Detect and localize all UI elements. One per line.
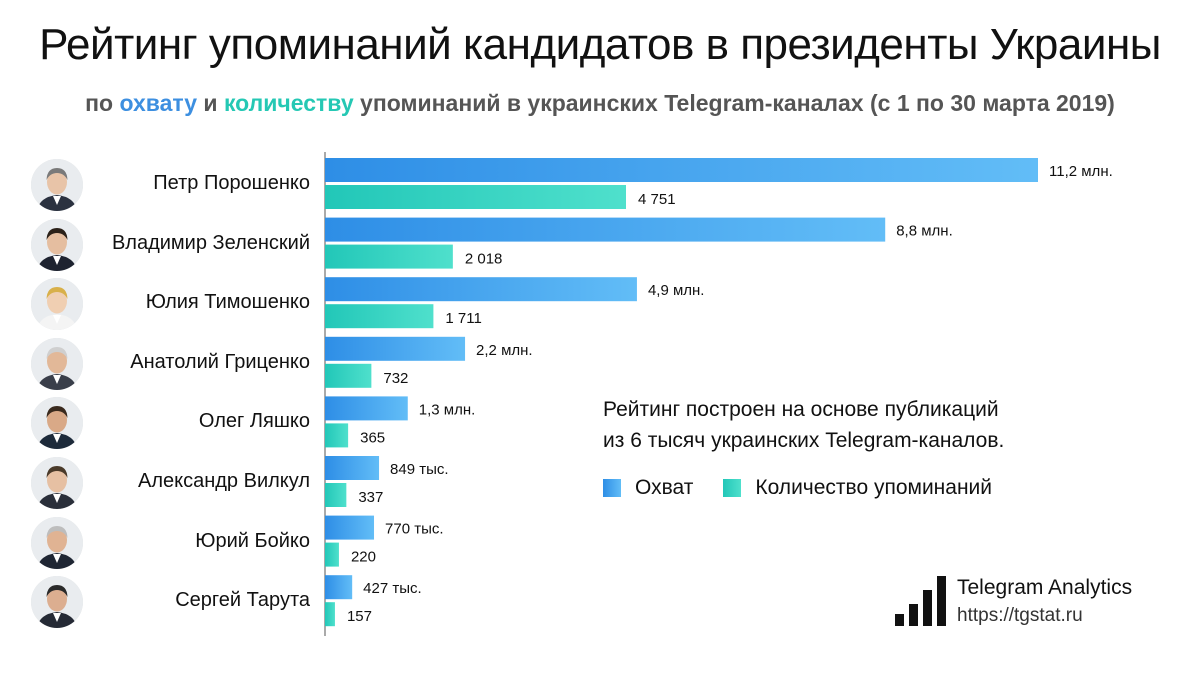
- chart-note: Рейтинг построен на основе публикаций из…: [603, 394, 1004, 456]
- note-line-1: Рейтинг построен на основе публикаций: [603, 398, 999, 421]
- count-value-label: 220: [351, 549, 376, 566]
- reach-value-label: 849 тыс.: [390, 461, 449, 478]
- count-value-label: 2 018: [465, 251, 503, 268]
- reach-bar: [325, 456, 380, 480]
- reach-value-label: 8,8 млн.: [896, 223, 953, 240]
- brand-block: Telegram Analytics https://tgstat.ru: [895, 574, 1132, 635]
- subtitle-part1: по: [85, 90, 120, 116]
- legend-label-reach: Охват: [635, 476, 694, 499]
- candidate-avatar: [31, 457, 83, 509]
- legend-item-count: Количество упоминаний: [723, 476, 992, 500]
- count-bar: [325, 483, 347, 507]
- count-bar: [325, 304, 434, 329]
- reach-bar: [325, 158, 1038, 182]
- subtitle-part2: и: [197, 90, 224, 116]
- legend-item-reach: Охват: [603, 476, 693, 500]
- brand-url[interactable]: https://tgstat.ru: [957, 605, 1083, 626]
- count-value-label: 365: [360, 429, 385, 446]
- count-value-label: 1 711: [445, 310, 481, 327]
- brand-name: Telegram Analytics: [957, 576, 1133, 599]
- candidate-avatar: [31, 278, 83, 331]
- candidate-avatar: [31, 576, 83, 629]
- reach-bar: [325, 217, 886, 242]
- count-bar: [325, 363, 372, 388]
- count-value-label: 157: [347, 608, 372, 625]
- subtitle-part3: упоминаний в украинских Telegram-каналах…: [353, 90, 1115, 116]
- chart-subtitle: по охвату и количеству упоминаний в укра…: [0, 90, 1200, 117]
- reach-bar: [325, 575, 353, 600]
- candidate-avatar: [31, 337, 83, 390]
- reach-value-label: 11,2 млн.: [1049, 163, 1113, 180]
- bar-chart-logo-icon: [895, 576, 946, 626]
- candidate-avatar: [31, 397, 83, 450]
- candidate-avatar: [31, 218, 83, 271]
- chart-legend: Охват Количество упоминаний: [603, 476, 1022, 500]
- candidate-name: Олег Ляшко: [198, 410, 310, 433]
- count-bar: [325, 542, 339, 567]
- reach-value-label: 4,9 млн.: [648, 282, 705, 299]
- reach-value-label: 770 тыс.: [385, 521, 444, 538]
- count-value-label: 732: [383, 370, 408, 387]
- legend-swatch-count: [723, 479, 742, 497]
- chart-title: Рейтинг упоминаний кандидатов в президен…: [39, 20, 1161, 69]
- candidate-name: Владимир Зеленский: [111, 231, 310, 254]
- count-bar: [325, 602, 335, 627]
- count-value-label: 4 751: [638, 191, 676, 208]
- count-bar: [325, 423, 349, 448]
- candidate-name: Александр Вилкул: [137, 470, 310, 492]
- subtitle-count-word: количеству: [223, 90, 354, 116]
- reach-bar: [325, 515, 375, 540]
- candidate-name: Сергей Тарута: [175, 589, 310, 612]
- count-bar: [325, 185, 626, 209]
- candidate-name: Анатолий Гриценко: [130, 350, 310, 373]
- candidate-name: Юлия Тимошенко: [145, 291, 310, 314]
- legend-swatch-reach: [603, 479, 621, 497]
- candidate-avatar: [31, 159, 83, 211]
- reach-value-label: 427 тыс.: [363, 580, 422, 597]
- candidate-name: Юрий Бойко: [195, 529, 310, 552]
- reach-value-label: 2,2 млн.: [476, 342, 533, 359]
- legend-label-count: Количество упоминаний: [755, 476, 993, 499]
- candidate-avatar: [31, 516, 83, 569]
- candidate-name: Петр Порошенко: [153, 172, 310, 194]
- reach-bar: [325, 277, 637, 302]
- count-bar: [325, 244, 453, 269]
- reach-value-label: 1,3 млн.: [419, 401, 476, 418]
- subtitle-reach-word: охвату: [119, 90, 198, 116]
- note-line-2: из 6 тысяч украинских Telegram-каналов.: [603, 429, 1005, 452]
- count-value-label: 337: [358, 489, 383, 506]
- reach-bar: [325, 336, 466, 361]
- reach-bar: [325, 396, 408, 421]
